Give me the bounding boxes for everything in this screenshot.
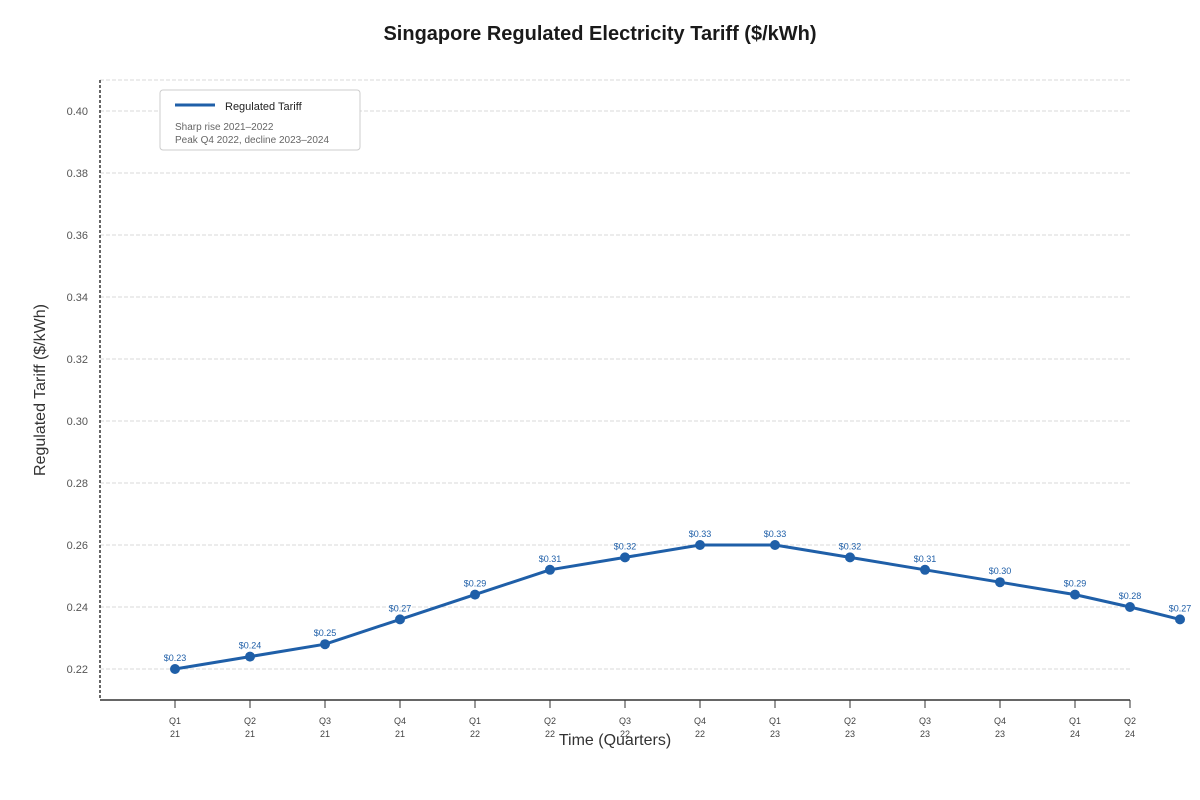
x-tick-label-quarter: Q2 bbox=[1124, 716, 1136, 726]
x-tick-label-quarter: Q4 bbox=[394, 716, 406, 726]
data-point bbox=[1070, 589, 1080, 600]
data-label: $0.31 bbox=[914, 554, 937, 564]
y-axis-ticks: 0.22 0.24 0.26 0.28 0.30 0.32 0.34 0.36 0.38 0.40 bbox=[67, 106, 88, 676]
x-tick-label-year: 24 bbox=[1070, 729, 1080, 739]
legend: Regulated Tariff Sharp rise 2021–2022 Pe… bbox=[159, 89, 361, 151]
x-tick-label-quarter: Q3 bbox=[319, 716, 331, 726]
grid-lines bbox=[100, 79, 1130, 670]
y-tick-label: 0.34 bbox=[67, 292, 88, 304]
axes bbox=[99, 80, 1130, 701]
x-tick-label-year: 21 bbox=[170, 729, 180, 739]
data-label: $0.27 bbox=[1169, 603, 1192, 613]
x-axis-label: Time (Quarters) bbox=[559, 732, 671, 749]
legend-entry: Regulated Tariff bbox=[225, 101, 303, 113]
data-point bbox=[845, 552, 855, 563]
data-label: $0.28 bbox=[1119, 591, 1142, 601]
y-tick-label: 0.26 bbox=[67, 540, 88, 552]
x-tick-label-year: 22 bbox=[695, 729, 705, 739]
x-tick-label-quarter: Q1 bbox=[169, 716, 181, 726]
data-point bbox=[1175, 614, 1185, 625]
y-tick-label: 0.24 bbox=[67, 602, 88, 614]
x-tick-label-quarter: Q2 bbox=[844, 716, 856, 726]
x-tick-label-year: 23 bbox=[770, 729, 780, 739]
series-regulated-tariff: $0.23 $0.24 $0.25 $0.27 $0.29 $0.31 $0.32 $0.33… bbox=[164, 529, 1192, 674]
x-tick-label-year: 22 bbox=[470, 729, 480, 739]
data-point bbox=[170, 664, 180, 674]
y-tick-label: 0.32 bbox=[67, 354, 88, 366]
data-label: $0.33 bbox=[764, 529, 787, 539]
data-label: $0.25 bbox=[314, 628, 337, 638]
y-tick-label: 0.36 bbox=[67, 230, 88, 242]
data-point bbox=[695, 540, 705, 550]
x-tick-label-year: 23 bbox=[995, 729, 1005, 739]
x-tick-label-year: 24 bbox=[1125, 729, 1135, 739]
x-tick-label-year: 22 bbox=[545, 729, 555, 739]
data-point bbox=[920, 564, 930, 575]
y-tick-label: 0.28 bbox=[67, 478, 88, 490]
x-tick-label-year: 23 bbox=[845, 729, 855, 739]
data-point bbox=[395, 614, 405, 625]
legend-note-1: Sharp rise 2021–2022 bbox=[175, 122, 274, 133]
data-label: $0.29 bbox=[464, 579, 487, 589]
x-tick-label-quarter: Q1 bbox=[469, 716, 481, 726]
x-tick-label-year: 21 bbox=[320, 729, 330, 739]
data-point bbox=[1125, 602, 1135, 612]
data-point bbox=[245, 651, 255, 662]
data-label: $0.23 bbox=[164, 653, 187, 663]
data-point bbox=[770, 540, 780, 550]
x-tick-label-quarter: Q2 bbox=[244, 716, 256, 726]
x-tick-label-quarter: Q3 bbox=[919, 716, 931, 726]
data-point bbox=[320, 639, 330, 650]
data-label: $0.33 bbox=[689, 529, 712, 539]
y-tick-label: 0.22 bbox=[67, 664, 88, 676]
y-tick-label: 0.40 bbox=[67, 106, 88, 118]
data-point bbox=[995, 577, 1005, 588]
data-label: $0.24 bbox=[239, 641, 262, 651]
x-tick-label-year: 22 bbox=[620, 729, 630, 739]
y-tick-label: 0.30 bbox=[67, 416, 88, 428]
x-tick-label-year: 23 bbox=[920, 729, 930, 739]
data-point bbox=[620, 552, 630, 563]
y-axis-label: Regulated Tariff ($/kWh) bbox=[32, 304, 49, 476]
data-label: $0.29 bbox=[1064, 579, 1087, 589]
x-tick-label-year: 21 bbox=[395, 729, 405, 739]
data-point bbox=[545, 564, 555, 575]
x-tick-label-quarter: Q3 bbox=[619, 716, 631, 726]
legend-note-2: Peak Q4 2022, decline 2023–2024 bbox=[175, 135, 329, 146]
x-axis-ticks: Q1 21 Q2 21 Q3 21 Q4 21 Q1 22 Q2 22 Q3 22 Q4 22 Q1 23 Q2 23… bbox=[169, 700, 1136, 739]
x-tick-label-quarter: Q1 bbox=[769, 716, 781, 726]
data-label: $0.31 bbox=[539, 554, 562, 564]
x-tick-label-quarter: Q4 bbox=[694, 716, 706, 726]
data-label: $0.30 bbox=[989, 566, 1012, 576]
x-tick-label-quarter: Q2 bbox=[544, 716, 556, 726]
chart-title: Singapore Regulated Electricity Tariff (… bbox=[383, 23, 816, 45]
data-point bbox=[470, 589, 480, 600]
x-tick-label-year: 21 bbox=[245, 729, 255, 739]
x-tick-label-quarter: Q4 bbox=[994, 716, 1006, 726]
data-label: $0.32 bbox=[614, 541, 637, 551]
x-tick-label-quarter: Q1 bbox=[1069, 716, 1081, 726]
data-label: $0.27 bbox=[389, 603, 412, 613]
y-tick-label: 0.38 bbox=[67, 168, 88, 180]
data-label: $0.32 bbox=[839, 541, 862, 551]
